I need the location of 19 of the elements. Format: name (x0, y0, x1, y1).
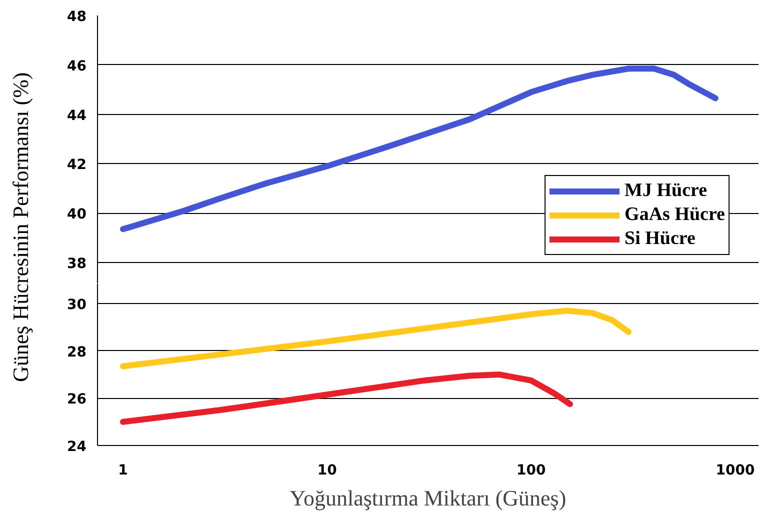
x-tick-label: 1 (118, 462, 128, 478)
legend-label: MJ Hücre (624, 180, 708, 202)
x-tick-label: 100 (516, 462, 546, 478)
x-tick-label: 10 (317, 462, 338, 478)
y-tick-label: 40 (67, 206, 87, 223)
y-tick-label: 44 (67, 108, 87, 124)
legend-label: Si Hücre (624, 228, 696, 250)
y-tick-label: 46 (67, 58, 86, 74)
y-tick-label: 42 (67, 157, 86, 174)
y-tick-label: 28 (67, 344, 86, 360)
y-tick-label: 38 (67, 256, 86, 272)
y-tick-label: 26 (67, 392, 86, 408)
x-axis-title: Yoğunlaştırma Miktarı (Güneş) (290, 486, 566, 510)
y-tick-label: 48 (67, 9, 86, 25)
legend-label: GaAs Hücre (624, 204, 725, 226)
y-axis-title: Güneş Hücresinin Performansı (%) (7, 72, 34, 382)
x-tick-label: 1000 (716, 462, 755, 478)
y-tick-label: 24 (67, 439, 87, 455)
y-tick-label: 30 (67, 297, 87, 314)
